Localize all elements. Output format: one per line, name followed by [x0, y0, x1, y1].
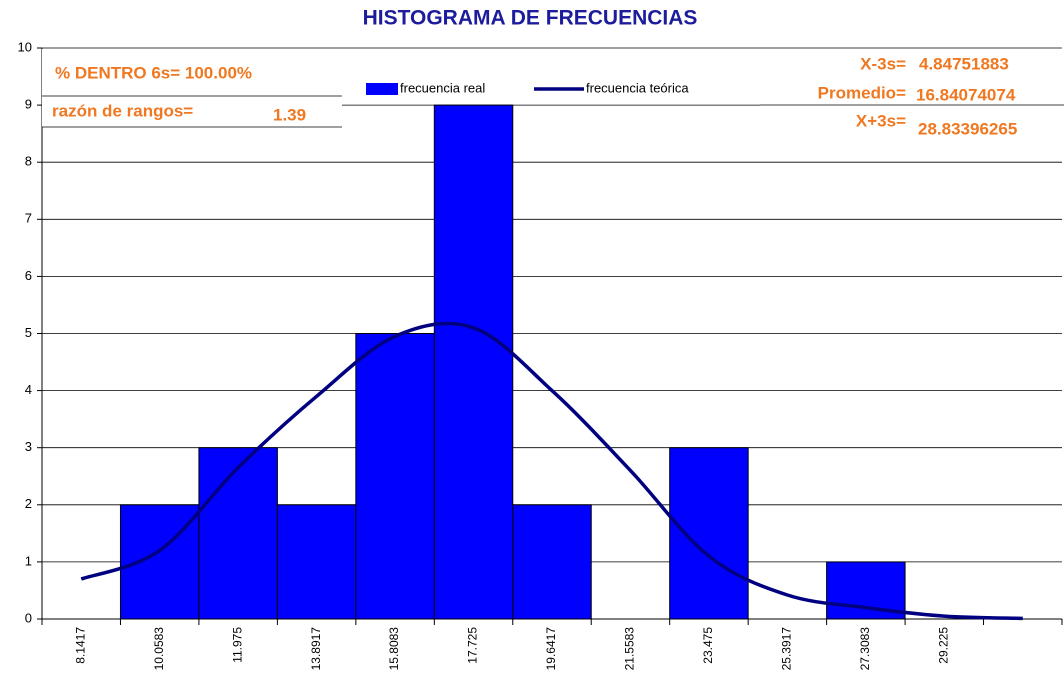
x-tick-label: 10.0583: [152, 627, 166, 671]
x-tick-label: 27.3083: [858, 627, 872, 671]
legend-label: frecuencia real: [400, 80, 485, 95]
legend-swatch: [366, 83, 398, 95]
annotation: 28.83396265: [918, 119, 1017, 138]
bar: [119, 504, 200, 620]
y-tick-label: 4: [25, 382, 32, 397]
annotation: % DENTRO 6s= 100.00%: [55, 63, 252, 82]
legend-label: frecuencia teórica: [586, 80, 689, 95]
x-tick-label: 29.225: [936, 627, 950, 664]
annotation-box: [760, 49, 1064, 144]
x-tick-label: 13.8917: [309, 627, 323, 671]
y-tick-label: 1: [25, 553, 32, 568]
y-tick-label: 10: [18, 39, 32, 54]
x-tick-label: 17.725: [466, 627, 480, 664]
x-tick-label: 25.3917: [780, 627, 794, 671]
annotation: 1.39: [273, 105, 306, 124]
chart-title: HISTOGRAMA DE FRECUENCIAS: [363, 7, 698, 30]
annotation: 4.84751883: [919, 54, 1009, 73]
bar: [355, 333, 435, 620]
y-tick-label: 7: [25, 211, 32, 226]
annotation: razón de rangos=: [52, 101, 193, 120]
bar: [669, 447, 749, 620]
y-tick-label: 2: [25, 496, 32, 511]
annotation-box: [42, 49, 342, 127]
y-tick-label: 3: [25, 439, 32, 454]
line: [80, 321, 1023, 621]
y-tick-label: 6: [25, 268, 32, 283]
x-tick-label: 21.5583: [623, 627, 637, 671]
y-tick-label: 5: [25, 325, 32, 340]
annotation: X-3s=: [860, 54, 906, 73]
x-tick-label: 15.8083: [387, 627, 401, 671]
y-tick-label: 9: [25, 97, 32, 112]
bar: [276, 504, 357, 620]
annotation: Promedio=: [818, 83, 906, 102]
annotation: 16.84074074: [916, 85, 1016, 104]
x-tick-label: 8.1417: [73, 627, 87, 664]
bar: [433, 104, 514, 620]
bar: [198, 447, 278, 620]
annotation: X+3s=: [856, 111, 906, 130]
x-tick-label: 23.475: [701, 627, 715, 664]
bar: [512, 504, 592, 620]
y-tick-label: 0: [25, 610, 32, 625]
x-tick-label: 11.975: [230, 627, 244, 663]
x-tick-label: 19.6417: [544, 627, 558, 671]
y-tick-label: 8: [25, 154, 32, 169]
